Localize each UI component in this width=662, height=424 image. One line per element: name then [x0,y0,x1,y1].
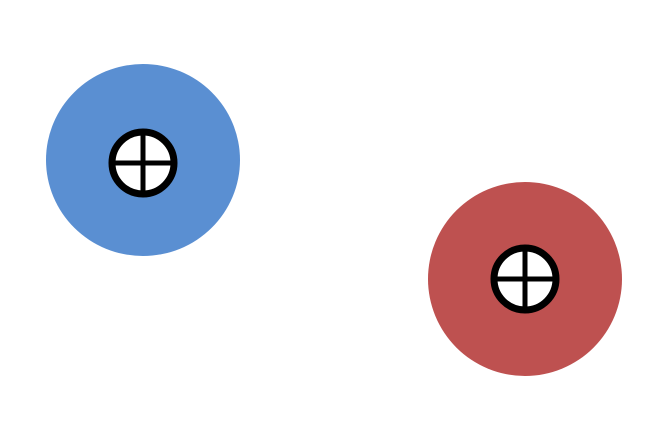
crosshair-icon[interactable] [490,244,560,314]
crosshair-icon[interactable] [108,128,178,198]
